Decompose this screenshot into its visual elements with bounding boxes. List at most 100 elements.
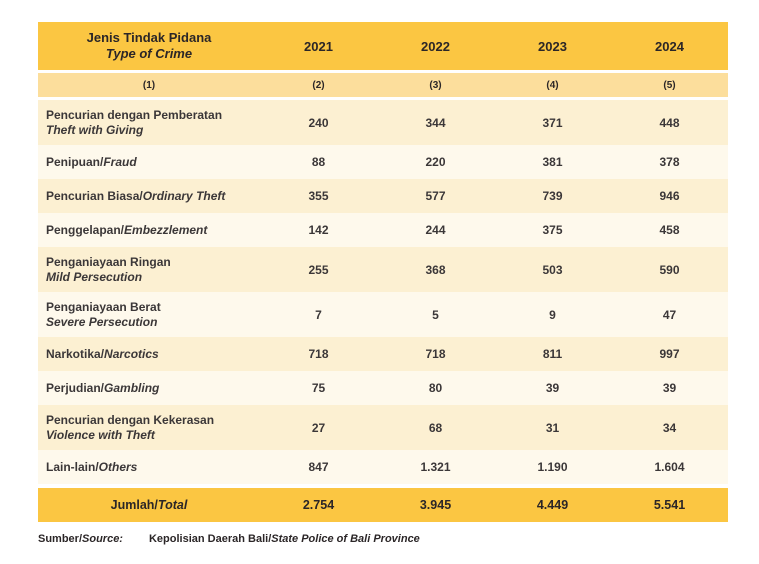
row-label-en: Ordinary Theft [142,188,226,203]
table-row: Narkotika/Narcotics 718 718 811 997 [38,337,728,371]
row-value: 1.604 [654,460,685,474]
subheader-col-3: (3) [429,79,442,91]
table-row: Penipuan/Fraud 88 220 381 378 [38,145,728,179]
row-value: 739 [542,189,563,203]
source-text-id: Kepolisian Daerah Bali/ [148,533,272,545]
row-value: 75 [311,381,326,395]
row-label-id: Narkotika/ [46,346,105,361]
total-label: Jumlah/Total [38,498,260,512]
row-value: 39 [662,381,677,395]
source-label: Sumber/Source: [38,533,123,545]
row-value: 88 [311,155,326,169]
row-label-en: Violence with Theft [46,427,155,442]
subheader-col-5: (5) [663,79,676,91]
row-value: 577 [425,189,446,203]
row-value: 847 [308,460,329,474]
source-text: Kepolisian Daerah Bali/State Police of B… [149,533,420,545]
row-value: 448 [659,115,680,130]
row-value: 39 [545,381,560,395]
row-value: 34 [662,420,677,435]
row-label-id: Pencurian Biasa/ [46,188,143,203]
row-value: 47 [662,307,677,322]
row-label: Narkotika/Narcotics [38,347,260,362]
row-label-en: Mild Persecution [46,269,143,284]
row-value: 7 [315,307,322,322]
header-year-2023: 2023 [538,38,567,54]
source-note: Sumber/Source: Kepolisian Daerah Bali/Sta… [38,533,420,545]
row-value: 946 [659,189,680,203]
row-label-id: Pencurian dengan Kekerasan [46,412,215,427]
table-row: Penggelapan/Embezzlement 142 244 375 458 [38,213,728,247]
row-label-en: Embezzlement [124,222,208,237]
row-label-en: Severe Persecution [46,314,158,329]
table-body: Pencurian dengan Pemberatan Theft with Gi… [38,100,728,484]
row-value: 590 [659,262,680,277]
total-label-id: Jumlah/ [110,498,158,512]
row-value: 378 [659,155,680,169]
row-value: 1.190 [537,460,568,474]
table-subheader-row: (1) (2) (3) (4) (5) [38,73,728,97]
row-label: Penganiayaan Ringan Mild Persecution [38,255,260,285]
table-row: Penganiayaan Ringan Mild Persecution 255 36… [38,247,728,292]
row-value: 68 [428,420,443,435]
total-label-en: Total [157,498,188,512]
row-label-en: Theft with Giving [46,122,144,137]
row-value: 80 [428,381,443,395]
table-row: Penganiayaan Berat Severe Persecution 7 5 9 4… [38,292,728,337]
row-value: 503 [542,262,563,277]
row-value: 375 [542,223,563,237]
total-value-2024: 5.541 [653,498,686,512]
total-value-2022: 3.945 [419,498,452,512]
row-value: 718 [425,347,446,361]
row-label: Penipuan/Fraud [38,155,260,170]
row-value: 31 [545,420,560,435]
crime-statistics-table: Jenis Tindak Pidana Type of Crime 2021 2… [38,22,728,522]
row-value: 381 [542,155,563,169]
row-value: 1.321 [420,460,451,474]
row-label-en: Narcotics [104,346,159,361]
row-label-id: Pencurian dengan Pemberatan [46,107,223,122]
table-row: Lain-lain/Others 847 1.321 1.190 1.604 [38,450,728,484]
table-row: Pencurian dengan Pemberatan Theft with Gi… [38,100,728,145]
row-label-en: Fraud [103,154,137,169]
table-total-row: Jumlah/Total 2.754 3.945 4.449 5.541 [38,488,728,522]
row-value: 244 [425,223,446,237]
row-value: 220 [425,155,446,169]
table-row: Pencurian Biasa/Ordinary Theft 355 577 739 9… [38,179,728,213]
row-value: 142 [308,223,329,237]
row-value: 718 [308,347,329,361]
row-label-id: Perjudian/ [46,380,105,395]
table-row: Perjudian/Gambling 75 80 39 39 [38,371,728,405]
row-value: 27 [311,420,326,435]
row-label: Lain-lain/Others [38,460,260,475]
row-value: 371 [542,115,563,130]
total-value-2023: 4.449 [536,498,569,512]
row-value: 355 [308,189,329,203]
subheader-col-4: (4) [546,79,559,91]
row-value: 5 [432,307,439,322]
row-value: 344 [425,115,446,130]
row-label-en: Gambling [104,380,160,395]
row-label-id: Penganiayaan Ringan [46,254,171,269]
row-value: 997 [659,347,680,361]
header-year-2021: 2021 [304,38,333,54]
header-year-2024: 2024 [655,38,684,54]
source-label-id: Sumber/ [38,533,83,545]
row-label: Pencurian Biasa/Ordinary Theft [38,189,260,204]
header-crime-type-id: Jenis Tindak Pidana [86,30,212,45]
row-value: 9 [549,307,556,322]
row-label: Penggelapan/Embezzlement [38,223,260,238]
row-label: Pencurian dengan Pemberatan Theft with Gi… [38,108,260,138]
source-label-en: Source: [82,533,123,545]
subheader-col-1: (1) [142,79,156,91]
row-label: Pencurian dengan Kekerasan Violence with … [38,413,260,443]
row-value: 255 [308,262,329,277]
row-value: 458 [659,223,680,237]
row-label: Perjudian/Gambling [38,381,260,396]
header-crime-type: Jenis Tindak Pidana Type of Crime [38,30,260,62]
total-value-2021: 2.754 [302,498,335,512]
row-label-id: Penganiayaan Berat [46,299,161,314]
row-label-id: Penggelapan/ [46,222,125,237]
row-label-en: Others [98,459,138,474]
